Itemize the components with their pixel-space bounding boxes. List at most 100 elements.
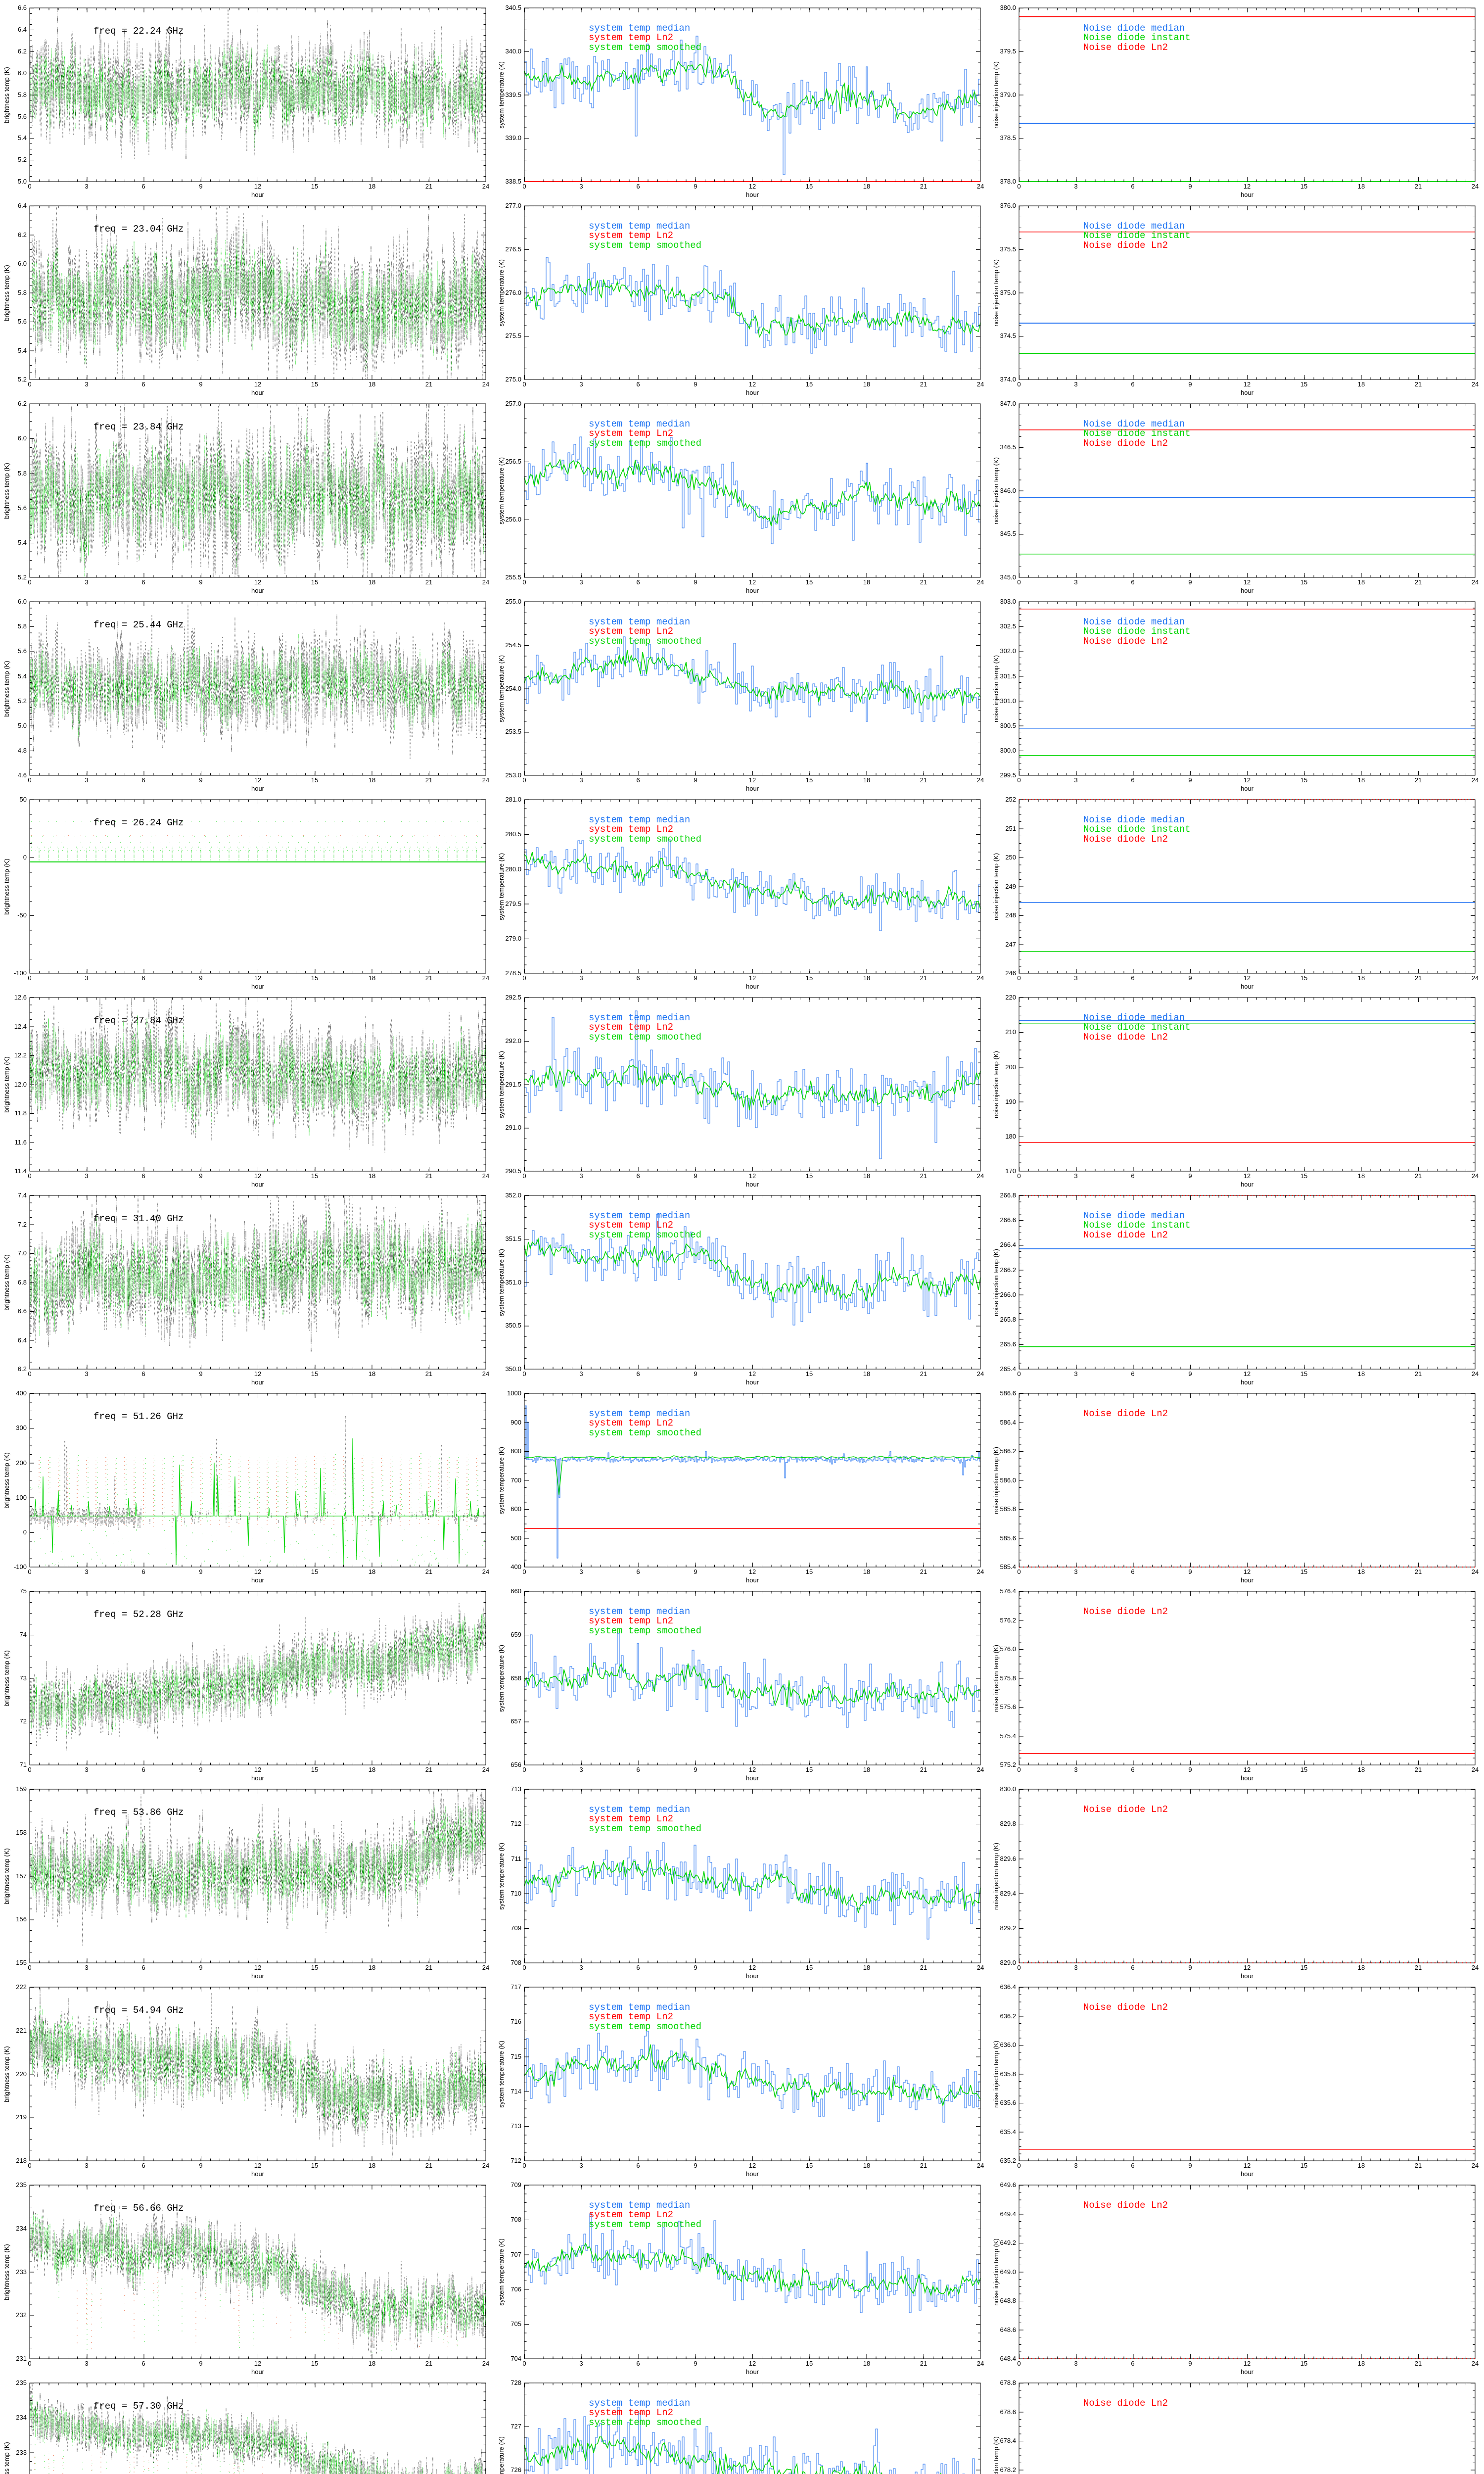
svg-text:15: 15	[806, 1964, 813, 1971]
svg-text:system temp median: system temp median	[589, 2200, 690, 2211]
svg-text:6: 6	[141, 1172, 145, 1180]
svg-text:635.4: 635.4	[1000, 2128, 1016, 2136]
svg-text:15: 15	[1300, 2162, 1307, 2169]
svg-text:12: 12	[1244, 1766, 1251, 1773]
svg-text:6: 6	[636, 1568, 640, 1575]
svg-text:15: 15	[311, 578, 318, 586]
svg-text:21: 21	[1415, 2360, 1422, 2367]
svg-text:0: 0	[522, 1964, 526, 1971]
svg-text:728: 728	[510, 2379, 521, 2386]
svg-text:12: 12	[1244, 381, 1251, 388]
svg-text:noise injection temp (K): noise injection temp (K)	[992, 457, 1000, 524]
svg-text:726: 726	[510, 2466, 521, 2474]
svg-text:12: 12	[749, 1766, 756, 1773]
svg-text:281.0: 281.0	[505, 796, 521, 803]
svg-text:265.8: 265.8	[1000, 1316, 1016, 1323]
svg-text:710: 710	[510, 1890, 521, 1897]
svg-text:100: 100	[16, 1494, 27, 1501]
svg-text:3: 3	[1074, 2162, 1077, 2169]
svg-text:704: 704	[510, 2355, 521, 2362]
svg-text:hour: hour	[251, 389, 265, 396]
svg-text:24: 24	[1472, 1172, 1479, 1180]
svg-text:18: 18	[1358, 1370, 1365, 1378]
svg-text:257.0: 257.0	[505, 400, 521, 407]
svg-text:200: 200	[1005, 1063, 1016, 1071]
svg-text:717: 717	[510, 1983, 521, 1991]
svg-text:hour: hour	[1241, 983, 1254, 990]
svg-text:24: 24	[1472, 183, 1479, 190]
svg-text:7.0: 7.0	[18, 1249, 27, 1257]
svg-text:190: 190	[1005, 1098, 1016, 1105]
svg-text:21: 21	[1415, 974, 1422, 982]
svg-text:24: 24	[482, 578, 489, 586]
svg-text:21: 21	[425, 578, 432, 586]
svg-text:575.2: 575.2	[1000, 1761, 1016, 1768]
svg-text:3: 3	[1074, 183, 1077, 190]
svg-text:Noise diode median: Noise diode median	[1083, 419, 1185, 429]
svg-text:232: 232	[16, 2311, 27, 2319]
svg-text:9: 9	[694, 1370, 697, 1378]
svg-text:829.2: 829.2	[1000, 1924, 1016, 1932]
svg-text:hour: hour	[251, 983, 265, 990]
svg-text:266.6: 266.6	[1000, 1216, 1016, 1224]
svg-text:9: 9	[199, 2360, 202, 2367]
svg-text:noise injection temp (K): noise injection temp (K)	[992, 61, 1000, 129]
svg-text:575.6: 575.6	[1000, 1703, 1016, 1711]
svg-text:221: 221	[16, 2027, 27, 2034]
svg-text:265.6: 265.6	[1000, 1340, 1016, 1348]
svg-text:0: 0	[1017, 2360, 1020, 2367]
svg-text:Noise diode Ln2: Noise diode Ln2	[1083, 42, 1168, 53]
svg-text:21: 21	[920, 1568, 927, 1575]
svg-text:9: 9	[199, 578, 202, 586]
svg-text:12: 12	[749, 1964, 756, 1971]
svg-text:12: 12	[749, 2360, 756, 2367]
svg-text:15: 15	[1300, 381, 1307, 388]
svg-text:3: 3	[579, 974, 583, 982]
svg-text:678.6: 678.6	[1000, 2408, 1016, 2416]
svg-text:system temp smoothed: system temp smoothed	[589, 1625, 701, 1636]
svg-text:12.4: 12.4	[14, 1023, 27, 1030]
svg-text:21: 21	[425, 1766, 432, 1773]
svg-text:6: 6	[141, 578, 145, 586]
svg-text:5.6: 5.6	[18, 113, 27, 120]
svg-text:hour: hour	[1241, 2368, 1254, 2376]
svg-text:12: 12	[254, 2162, 261, 2169]
svg-text:hour: hour	[251, 1379, 265, 1386]
svg-text:15: 15	[806, 183, 813, 190]
svg-text:636.2: 636.2	[1000, 2012, 1016, 2020]
svg-text:18: 18	[1358, 1568, 1365, 1575]
svg-text:0: 0	[28, 381, 31, 388]
svg-text:218: 218	[16, 2157, 27, 2164]
svg-text:system temp Ln2: system temp Ln2	[589, 2407, 673, 2418]
svg-text:0: 0	[522, 974, 526, 982]
svg-text:system temp median: system temp median	[589, 2398, 690, 2409]
svg-text:hour: hour	[251, 2170, 265, 2178]
svg-text:5.2: 5.2	[18, 573, 27, 581]
svg-text:340.0: 340.0	[505, 48, 521, 55]
svg-text:freq = 23.84 GHz: freq = 23.84 GHz	[93, 422, 184, 432]
svg-text:18: 18	[863, 183, 870, 190]
svg-text:636.4: 636.4	[1000, 1983, 1016, 1991]
svg-text:12: 12	[749, 1568, 756, 1575]
svg-text:716: 716	[510, 2018, 521, 2025]
svg-text:157: 157	[16, 1872, 27, 1880]
svg-text:6: 6	[636, 578, 640, 586]
svg-text:256.5: 256.5	[505, 458, 521, 465]
svg-text:freq = 52.28 GHz: freq = 52.28 GHz	[93, 1609, 184, 1620]
svg-text:6.6: 6.6	[18, 1307, 27, 1315]
svg-text:21: 21	[920, 1172, 927, 1180]
svg-text:12: 12	[1244, 1568, 1251, 1575]
svg-text:Noise diode instant: Noise diode instant	[1083, 824, 1191, 835]
svg-text:5.4: 5.4	[18, 347, 27, 354]
svg-text:hour: hour	[1241, 1576, 1254, 1584]
svg-text:9: 9	[199, 1766, 202, 1773]
svg-text:709: 709	[510, 2181, 521, 2189]
svg-text:24: 24	[1472, 2360, 1479, 2367]
svg-text:292.0: 292.0	[505, 1037, 521, 1045]
svg-text:6: 6	[141, 381, 145, 388]
svg-text:5.0: 5.0	[18, 178, 27, 185]
svg-text:11.6: 11.6	[15, 1139, 27, 1146]
svg-text:24: 24	[1472, 2162, 1479, 2169]
svg-text:649.4: 649.4	[1000, 2210, 1016, 2218]
svg-text:18: 18	[369, 2162, 375, 2169]
